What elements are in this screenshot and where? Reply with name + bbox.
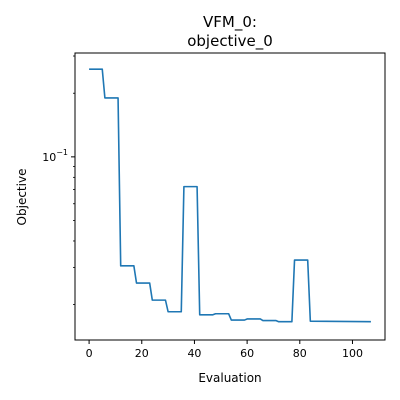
x-axis-label: Evaluation: [198, 371, 261, 385]
x-tick-label: 60: [240, 347, 254, 360]
x-tick-label: 80: [293, 347, 307, 360]
x-tick-label: 0: [86, 347, 93, 360]
plot-area: 0 20 40 60 80 100 10−1: [42, 55, 371, 360]
chart-title-line-1: VFM_0:: [203, 13, 257, 32]
plot-frame: [74, 52, 386, 341]
x-tick-label: 100: [342, 347, 363, 360]
chart-title-line-2: objective_0: [187, 32, 273, 51]
y-axis-label: Objective: [15, 169, 29, 226]
x-tick-label: 20: [135, 347, 149, 360]
x-tick-label: 40: [187, 347, 201, 360]
y-tick-label: 10−1: [42, 148, 68, 164]
series-line: [89, 68, 371, 323]
